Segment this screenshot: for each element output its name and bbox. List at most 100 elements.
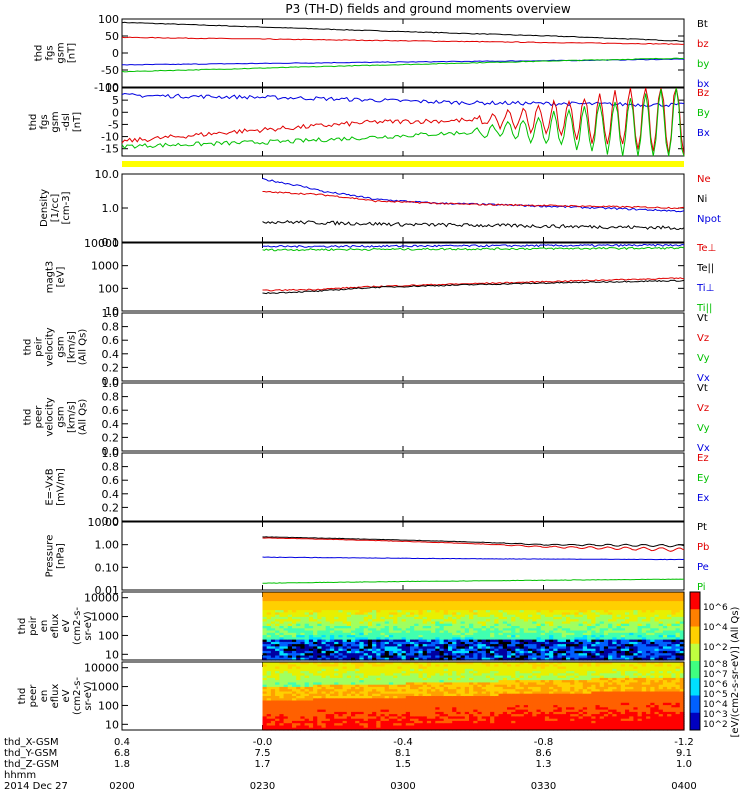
- heatmap-cell: [325, 675, 331, 679]
- heatmap-cell: [334, 666, 339, 670]
- legend-entry: Vx: [697, 373, 710, 384]
- heatmap-cell: [405, 693, 411, 697]
- legend-entry: Ez: [697, 453, 709, 464]
- heatmap-cell: [443, 626, 449, 629]
- heatmap-cell: [464, 675, 470, 679]
- heatmap-cell: [460, 668, 466, 672]
- heatmap-cell: [507, 621, 512, 625]
- heatmap-cell: [325, 705, 331, 708]
- heatmap-cell: [380, 596, 386, 600]
- heatmap-cell: [338, 619, 344, 623]
- heatmap-cell: [646, 603, 651, 607]
- heatmap-cell: [300, 684, 306, 688]
- heatmap-cell: [625, 607, 630, 611]
- heatmap-cell: [456, 610, 462, 613]
- heatmap-cell: [460, 635, 466, 638]
- heatmap-cell: [313, 655, 318, 659]
- heatmap-cell: [553, 626, 559, 629]
- heatmap-cell: [388, 594, 394, 598]
- heatmap-cell: [313, 662, 318, 665]
- heatmap-cell: [443, 619, 449, 623]
- heatmap-cell: [494, 657, 500, 661]
- heatmap-cell: [292, 725, 297, 729]
- heatmap-cell: [363, 598, 369, 602]
- heatmap-cell: [308, 639, 314, 643]
- heatmap-cell: [355, 605, 360, 609]
- heatmap-cell: [262, 628, 268, 632]
- heatmap-cell: [372, 630, 377, 634]
- heatmap-cell: [351, 711, 356, 715]
- heatmap-cell: [469, 702, 474, 706]
- heatmap-cell: [452, 696, 457, 699]
- heatmap-cell: [625, 648, 630, 652]
- heatmap-cell: [355, 714, 360, 717]
- heatmap-cell: [279, 709, 285, 713]
- heatmap-cell: [439, 621, 445, 625]
- heatmap-cell: [540, 616, 546, 620]
- heatmap-cell: [477, 648, 483, 652]
- heatmap-cell: [494, 598, 500, 602]
- heatmap-cell: [679, 594, 685, 598]
- heatmap-cell: [671, 630, 677, 634]
- heatmap-cell: [418, 696, 424, 699]
- heatmap-cell: [401, 714, 407, 717]
- heatmap-cell: [658, 628, 664, 632]
- heatmap-cell: [473, 653, 479, 657]
- heatmap-cell: [452, 632, 457, 636]
- heatmap-cell: [418, 671, 424, 674]
- heatmap-cell: [654, 621, 660, 625]
- heatmap-cell: [300, 646, 306, 650]
- heatmap-cell: [448, 677, 453, 681]
- heatmap-cell: [270, 621, 276, 625]
- heatmap-cell: [329, 621, 335, 625]
- heatmap-cell: [603, 639, 609, 643]
- heatmap-cell: [325, 648, 331, 652]
- heatmap-cell: [279, 621, 285, 625]
- heatmap-cell: [397, 680, 403, 683]
- heatmap-cell: [507, 598, 512, 602]
- heatmap-cell: [367, 666, 373, 670]
- heatmap-cell: [410, 664, 415, 668]
- heatmap-cell: [313, 632, 318, 636]
- heatmap-cell: [414, 621, 419, 625]
- heatmap-cell: [473, 686, 479, 690]
- heatmap-cell: [372, 689, 377, 693]
- heatmap-cell: [540, 628, 546, 632]
- heatmap-cell: [388, 607, 394, 611]
- heatmap-cell: [296, 680, 301, 683]
- heatmap-cell: [426, 603, 432, 607]
- heatmap-cell: [401, 707, 407, 711]
- heatmap-cell: [397, 696, 403, 699]
- heatmap-cell: [304, 714, 310, 717]
- heatmap-cell: [507, 596, 512, 600]
- heatmap-cell: [372, 601, 377, 604]
- heatmap-cell: [654, 616, 660, 620]
- heatmap-cell: [418, 632, 424, 636]
- heatmap-cell: [448, 632, 453, 636]
- heatmap-cell: [595, 657, 601, 661]
- heatmap-cell: [448, 714, 453, 717]
- heatmap-cell: [304, 650, 310, 654]
- heatmap-cell: [321, 648, 327, 652]
- heatmap-cell: [351, 621, 356, 625]
- heatmap-cell: [304, 641, 310, 645]
- heatmap-cell: [490, 610, 495, 613]
- heatmap-cell: [519, 616, 525, 620]
- heatmap-cell: [355, 653, 360, 657]
- heatmap-cell: [456, 727, 462, 731]
- heatmap-cell: [456, 603, 462, 607]
- heatmap-cell: [304, 684, 310, 688]
- heatmap-cell: [456, 691, 462, 695]
- heatmap-cell: [599, 594, 605, 598]
- heatmap-cell: [342, 684, 348, 688]
- heatmap-cell: [587, 610, 592, 613]
- heatmap-cell: [308, 686, 314, 690]
- heatmap-cell: [435, 626, 441, 629]
- heatmap-cell: [313, 709, 318, 713]
- heatmap-cell: [460, 632, 466, 636]
- heatmap-cell: [620, 653, 626, 657]
- heatmap-cell: [329, 653, 335, 657]
- heatmap-cell: [287, 718, 293, 722]
- heatmap-cell: [460, 641, 466, 645]
- heatmap-cell: [515, 623, 521, 627]
